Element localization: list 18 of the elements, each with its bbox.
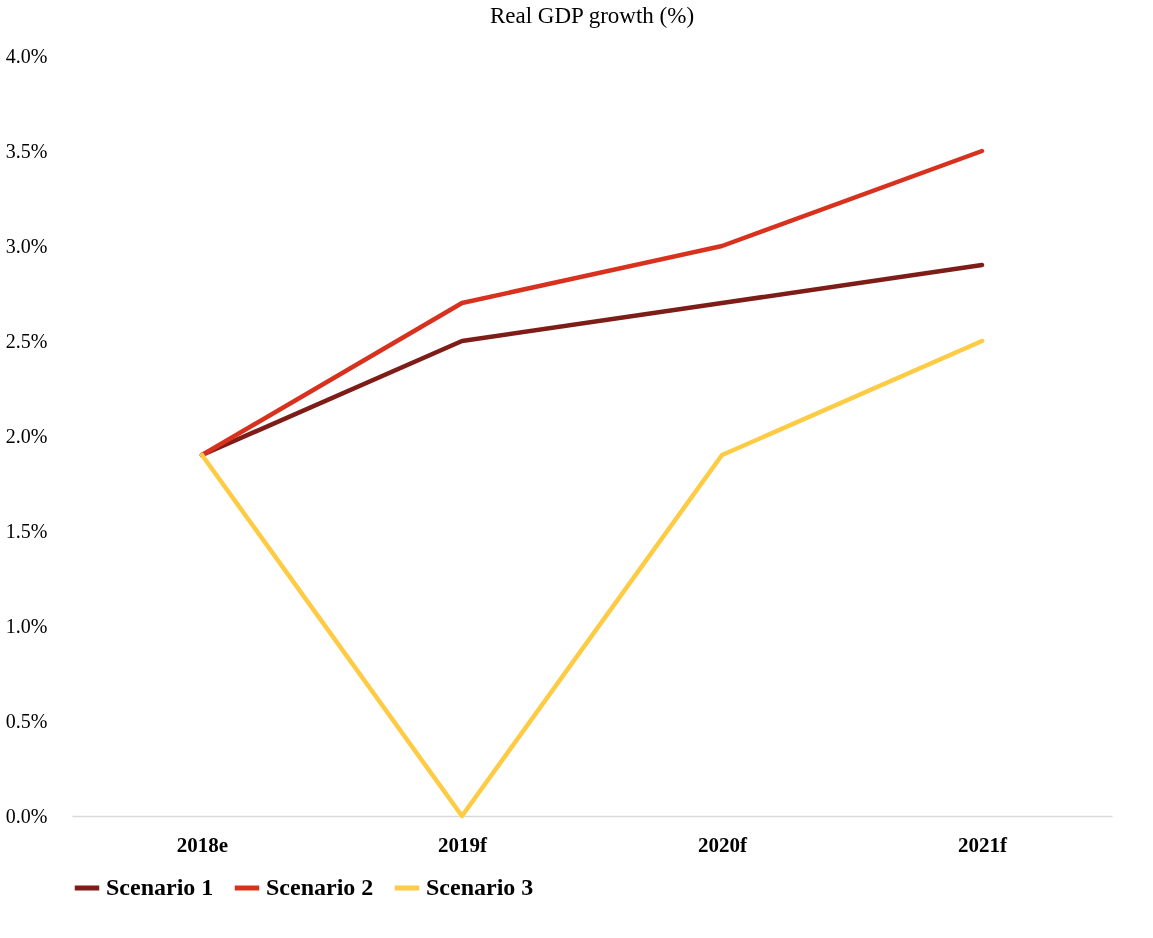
chart-title: Real GDP growth (%) [489,3,695,28]
x-tick-label: 2018e [176,832,229,857]
x-tick-label: 2020f [698,832,748,857]
y-tick-label: 1.0% [5,614,48,637]
x-tick-label: 2021f [958,832,1008,857]
line-series [199,148,985,458]
y-tick-label: 4.0% [5,44,48,67]
y-tick-label: 0.5% [5,709,48,732]
y-tick-label: 3.5% [5,139,48,162]
legend-label: Scenario 1 [106,874,214,900]
legend-label: Scenario 3 [426,874,534,900]
y-tick-label: 1.5% [5,519,48,542]
y-tick-label: 3.0% [5,234,48,257]
y-tick-label: 2.0% [5,424,48,447]
y-tick-label: 2.5% [5,329,48,352]
x-tick-label: 2019f [438,832,488,857]
legend-label: Scenario 2 [266,874,374,900]
y-tick-label: 0.0% [5,804,48,827]
